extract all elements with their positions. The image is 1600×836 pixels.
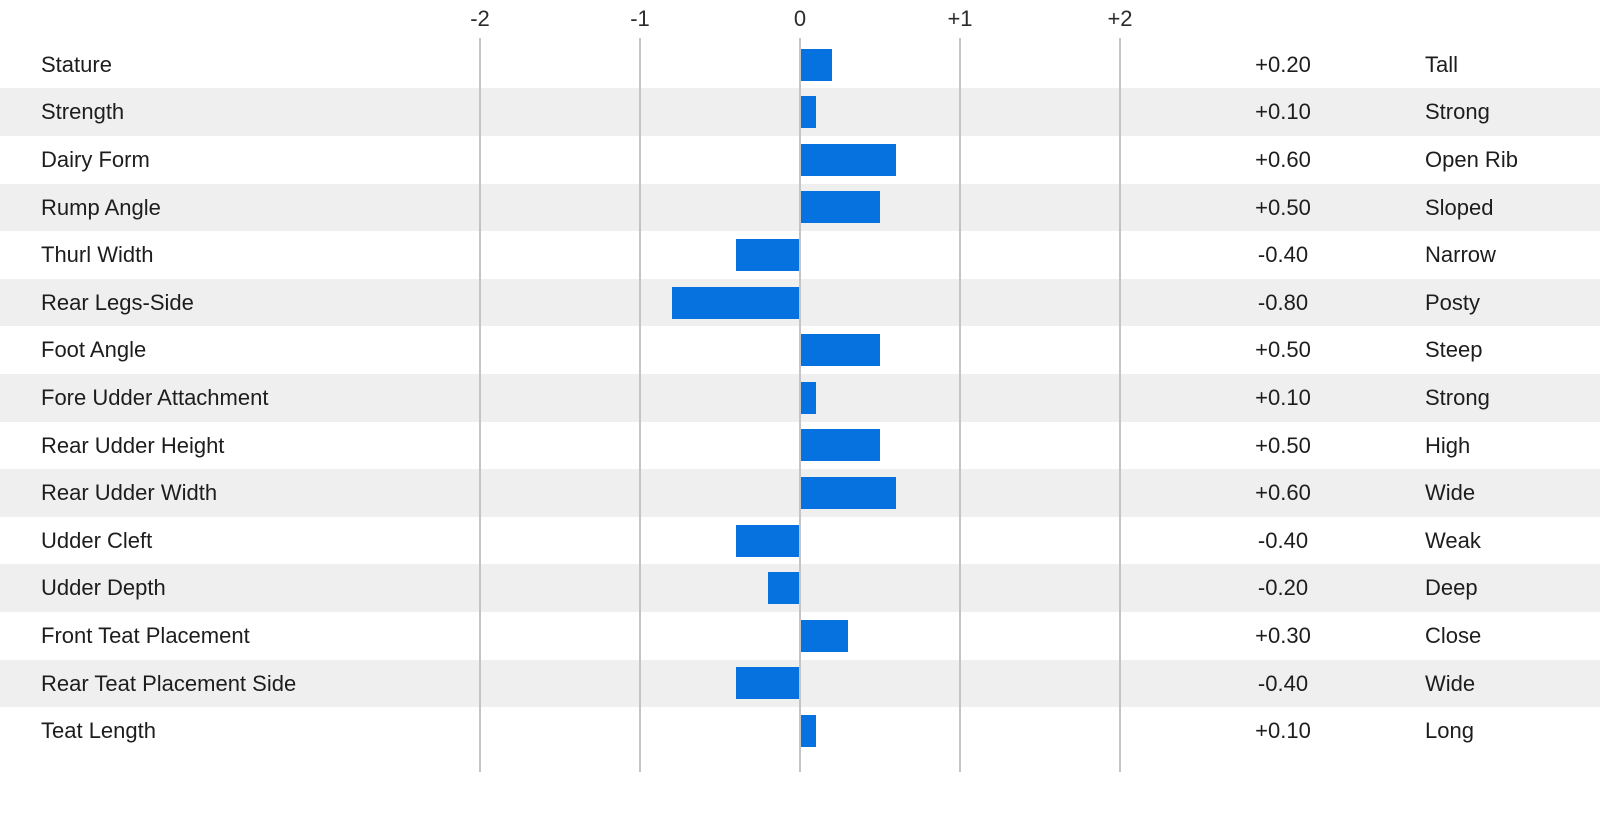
trait-descriptor-label: Narrow <box>1425 242 1496 268</box>
sta-value-label: -0.40 <box>1257 670 1309 696</box>
trait-descriptor-label: Sloped <box>1425 194 1494 220</box>
trait-row: Foot Angle +0.50 Steep <box>0 326 1600 374</box>
trait-name-label: Strength <box>41 99 125 125</box>
trait-row: Stature +0.20 Tall <box>0 41 1600 89</box>
sta-value-bar <box>801 334 880 367</box>
trait-name-label: Foot Angle <box>41 337 147 363</box>
trait-row: Teat Length +0.10 Long <box>0 707 1600 755</box>
sta-value-bar <box>736 524 799 557</box>
trait-name-label: Rump Angle <box>41 194 161 220</box>
sta-value-bar <box>801 96 816 129</box>
trait-descriptor-label: Weak <box>1425 527 1481 553</box>
trait-row: Rear Udder Height +0.50 High <box>0 422 1600 470</box>
trait-name-label: Udder Depth <box>41 575 166 601</box>
axis-gridline <box>799 38 801 772</box>
axis-gridline <box>1119 38 1121 772</box>
sta-value-label: +0.10 <box>1255 99 1311 125</box>
axis-tick-label: -1 <box>630 6 650 31</box>
sta-value-label: -0.40 <box>1257 527 1309 553</box>
trait-name-label: Fore Udder Attachment <box>41 385 269 410</box>
trait-row: Thurl Width -0.40 Narrow <box>0 231 1600 279</box>
axis-tick-label: -2 <box>470 6 490 31</box>
sta-value-bar <box>801 143 896 176</box>
sta-value-label: -0.40 <box>1257 242 1309 268</box>
trait-descriptor-label: Posty <box>1425 289 1481 315</box>
sta-value-label: +0.10 <box>1255 385 1311 410</box>
sta-value-label: +0.50 <box>1255 337 1311 363</box>
trait-name-label: Rear Legs-Side <box>41 289 194 315</box>
trait-name-label: Rear Teat Placement Side <box>41 670 297 696</box>
sta-value-bar <box>736 238 799 271</box>
sta-value-bar <box>801 381 816 414</box>
trait-descriptor-label: Strong <box>1425 385 1490 410</box>
axis-gridline <box>959 38 961 772</box>
trait-descriptor-label: Close <box>1425 623 1482 648</box>
sta-value-label: +0.60 <box>1255 147 1311 172</box>
trait-name-label: Udder Cleft <box>41 527 153 553</box>
sta-value-bar <box>736 667 799 700</box>
trait-descriptor-label: Wide <box>1425 670 1476 696</box>
sta-value-bar <box>768 572 799 605</box>
sta-value-bar <box>801 619 848 652</box>
sta-value-bar <box>801 191 880 224</box>
sta-value-label: +0.60 <box>1255 480 1311 506</box>
axis-tick-label: +2 <box>1107 6 1133 31</box>
sta-value-label: -0.80 <box>1257 289 1309 315</box>
sta-value-bar <box>801 714 816 747</box>
sta-value-bar <box>801 48 832 81</box>
axis-tick-label: 0 <box>793 6 807 31</box>
trait-descriptor-label: Deep <box>1425 575 1478 601</box>
trait-descriptor-label: High <box>1425 432 1471 458</box>
sta-value-label: -0.20 <box>1257 575 1309 601</box>
trait-row: Front Teat Placement +0.30 Close <box>0 612 1600 660</box>
axis-tick-label: +1 <box>947 6 973 31</box>
trait-row: Dairy Form +0.60 Open Rib <box>0 136 1600 184</box>
trait-name-label: Thurl Width <box>41 242 154 268</box>
trait-descriptor-label: Long <box>1425 718 1474 744</box>
trait-descriptor-label: Tall <box>1425 51 1459 77</box>
sta-value-label: +0.30 <box>1255 623 1311 648</box>
trait-name-label: Rear Udder Height <box>41 432 225 458</box>
trait-descriptor-label: Steep <box>1425 337 1483 363</box>
sta-value-bar <box>672 286 799 319</box>
axis-gridline <box>479 38 481 772</box>
trait-name-label: Rear Udder Width <box>41 480 218 506</box>
trait-descriptor-label: Strong <box>1425 99 1490 125</box>
sta-value-bar <box>801 476 896 509</box>
sta-value-label: +0.10 <box>1255 718 1311 744</box>
sta-value-bar <box>801 429 880 462</box>
trait-name-label: Teat Length <box>41 718 156 744</box>
trait-row: Udder Cleft -0.40 Weak <box>0 517 1600 565</box>
sta-value-label: +0.20 <box>1255 51 1311 77</box>
axis-gridline <box>639 38 641 772</box>
sta-value-label: +0.50 <box>1255 194 1311 220</box>
trait-name-label: Front Teat Placement <box>41 623 250 648</box>
trait-descriptor-label: Wide <box>1425 480 1476 506</box>
trait-descriptor-label: Open Rib <box>1425 147 1518 172</box>
sta-value-label: +0.50 <box>1255 432 1311 458</box>
trait-name-label: Dairy Form <box>41 147 150 172</box>
trait-name-label: Stature <box>41 51 112 77</box>
